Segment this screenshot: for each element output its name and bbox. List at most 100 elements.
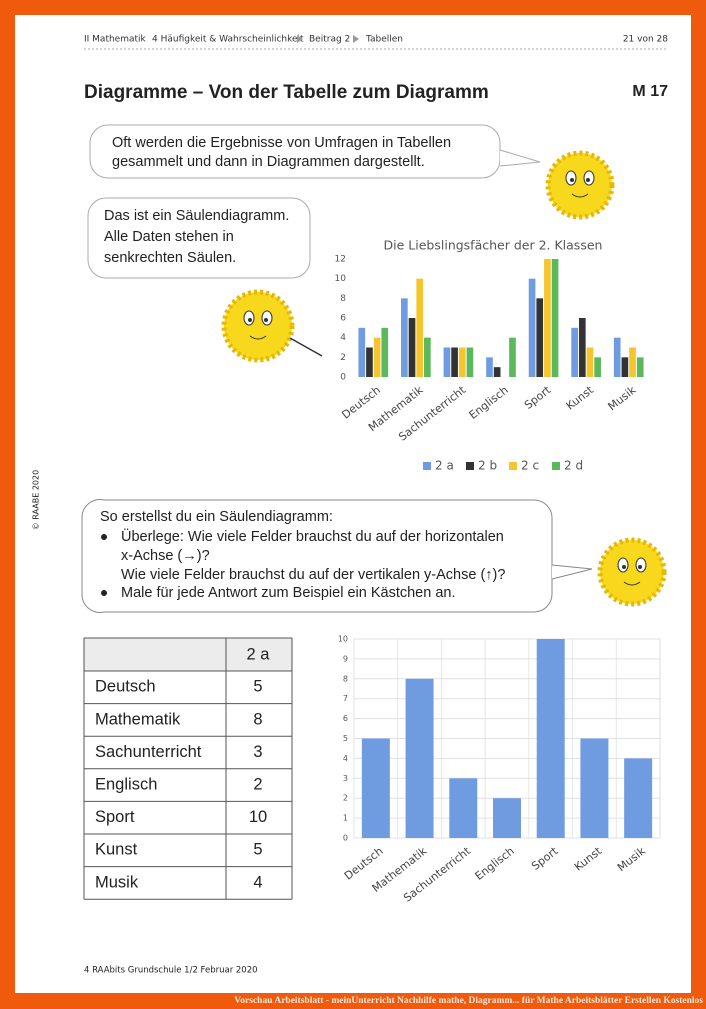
table-cell: Englisch bbox=[95, 775, 157, 793]
bullet bbox=[101, 534, 107, 540]
table-cell: Deutsch bbox=[95, 678, 156, 696]
y-tick-label: 10 bbox=[338, 635, 348, 644]
table-cell: 10 bbox=[249, 808, 267, 826]
bar bbox=[366, 347, 373, 377]
table-cell: Musik bbox=[95, 873, 139, 891]
legend-label: 2 c bbox=[521, 459, 539, 473]
y-tick-label: 1 bbox=[343, 814, 348, 823]
legend-swatch bbox=[466, 462, 474, 470]
bar bbox=[544, 259, 551, 377]
y-tick-label: 4 bbox=[343, 754, 348, 763]
bubble-text: Oft werden die Ergebnisse von Umfragen i… bbox=[112, 135, 451, 151]
bubble-text: Das ist ein Säulendiagramm. bbox=[104, 208, 289, 224]
chart-title: Die Liebslingsfächer der 2. Klassen bbox=[384, 238, 603, 253]
speech-bubble bbox=[87, 197, 311, 279]
bar bbox=[624, 758, 653, 838]
speech-bubble bbox=[89, 124, 501, 179]
mascot bbox=[597, 537, 667, 607]
bar bbox=[458, 347, 466, 377]
breadcrumb: Beitrag 2 bbox=[309, 35, 350, 45]
table-cell: Sport bbox=[95, 808, 135, 826]
bar bbox=[373, 337, 381, 377]
bubble-text: senkrechten Säulen. bbox=[104, 250, 236, 266]
table-cell: 4 bbox=[253, 873, 262, 891]
y-tick-label: 10 bbox=[335, 274, 347, 284]
table-cell: Mathematik bbox=[95, 710, 181, 728]
bar bbox=[486, 357, 493, 377]
table-cell: Kunst bbox=[95, 841, 138, 859]
bar bbox=[571, 327, 578, 377]
bar bbox=[449, 778, 478, 838]
code: M 17 bbox=[632, 83, 668, 100]
bar bbox=[443, 347, 451, 377]
bar bbox=[613, 337, 621, 377]
bubble-text: So erstellst du ein Säulendiagramm: bbox=[100, 509, 333, 525]
y-tick-label: 7 bbox=[343, 694, 348, 703]
bubble-tail bbox=[499, 149, 541, 167]
bar bbox=[466, 347, 474, 377]
y-tick-label: 6 bbox=[340, 314, 346, 324]
bar bbox=[578, 318, 586, 377]
y-tick-label: 5 bbox=[343, 734, 348, 743]
y-tick-label: 2 bbox=[340, 353, 346, 363]
legend-swatch bbox=[552, 462, 560, 470]
breadcrumb: 4 Häufigkeit & Wahrscheinlichkeit bbox=[152, 35, 304, 45]
bar bbox=[381, 327, 389, 377]
legend-label: 2 a bbox=[435, 459, 454, 473]
bubble-text: Wie viele Felder brauchst du auf der ver… bbox=[121, 567, 505, 583]
y-tick-label: 9 bbox=[343, 654, 348, 663]
table-cell: 3 bbox=[253, 743, 262, 761]
bar bbox=[416, 278, 424, 377]
copyright: © RAABE 2020 bbox=[32, 470, 41, 530]
y-tick-label: 2 bbox=[343, 794, 348, 803]
bar bbox=[408, 318, 416, 377]
bar bbox=[493, 798, 521, 838]
table-cell: 5 bbox=[253, 678, 262, 696]
y-tick-label: 4 bbox=[340, 333, 346, 343]
bar bbox=[493, 367, 501, 377]
legend-label: 2 b bbox=[478, 459, 497, 473]
y-tick-label: 0 bbox=[343, 834, 348, 843]
bubble-text: x-Achse (→)? bbox=[121, 548, 210, 564]
bubble-text: gesammelt und dann in Diagrammen dargest… bbox=[112, 154, 425, 170]
table-cell: Sachunterricht bbox=[95, 743, 202, 761]
footer: 4 RAAbits Grundschule 1/2 Februar 2020 bbox=[84, 966, 258, 976]
bubble-text: Überlege: Wie viele Felder brauchst du a… bbox=[121, 527, 504, 545]
title: Diagramme – Von der Tabelle zum Diagramm bbox=[84, 82, 489, 103]
y-tick-label: 6 bbox=[343, 714, 348, 723]
bar bbox=[636, 357, 644, 377]
page-number: 21 von 28 bbox=[623, 35, 668, 45]
caption: Vorschau Arbeitsblatt - meinUnterricht N… bbox=[234, 996, 703, 1006]
legend-swatch bbox=[509, 462, 517, 470]
bar bbox=[536, 298, 544, 377]
bullet bbox=[101, 590, 107, 596]
arrow bbox=[297, 35, 303, 43]
table-cell: 5 bbox=[253, 841, 262, 859]
bar bbox=[551, 259, 559, 377]
bubble-text: Alle Daten stehen in bbox=[104, 229, 234, 245]
bar bbox=[401, 298, 408, 377]
y-tick-label: 8 bbox=[340, 294, 346, 304]
arrow bbox=[353, 35, 359, 43]
mascot bbox=[545, 150, 615, 220]
legend-swatch bbox=[423, 462, 431, 470]
bar bbox=[594, 357, 601, 377]
table-cell: 2 bbox=[253, 775, 262, 793]
bar bbox=[580, 738, 609, 838]
table-header-bg bbox=[84, 638, 292, 671]
bubble-text: Male für jede Antwort zum Beispiel ein K… bbox=[121, 585, 455, 601]
speech-bubble bbox=[81, 499, 553, 613]
y-tick-label: 12 bbox=[335, 255, 346, 265]
bar bbox=[621, 357, 629, 377]
legend-label: 2 d bbox=[564, 459, 583, 473]
bar bbox=[586, 347, 594, 377]
table-header: 2 a bbox=[247, 645, 271, 663]
bar bbox=[361, 738, 390, 838]
breadcrumb: II Mathematik bbox=[84, 35, 147, 45]
bar bbox=[536, 639, 565, 838]
bar bbox=[405, 678, 434, 838]
mascot bbox=[221, 289, 323, 363]
bar bbox=[424, 337, 431, 377]
y-tick-label: 0 bbox=[340, 373, 346, 383]
